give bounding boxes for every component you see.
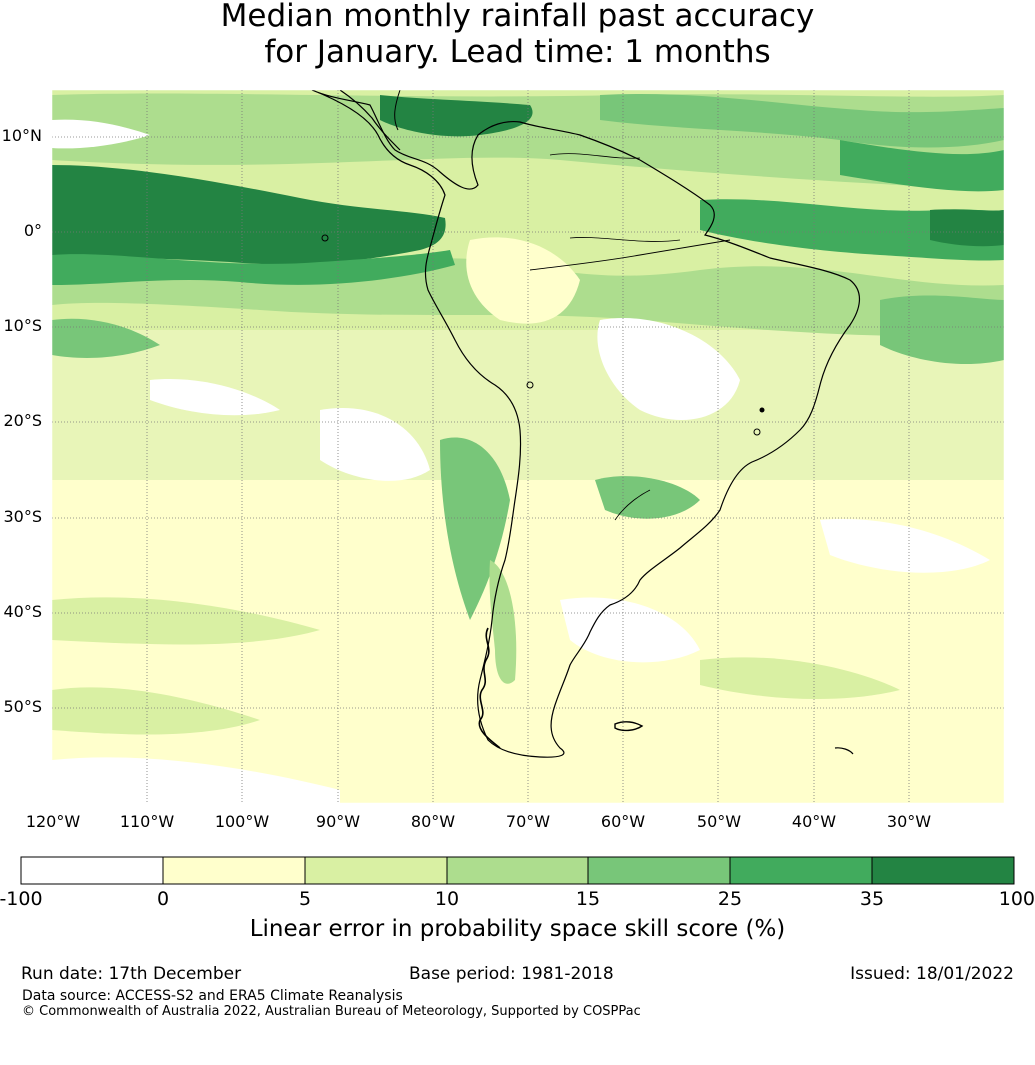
lon-label-90w: 90°W <box>315 812 361 831</box>
lat-label-0: 0° <box>23 221 42 240</box>
lon-label-80w: 80°W <box>410 812 456 831</box>
colorbar-swatch-15-25 <box>588 857 730 884</box>
colorbar-tick-25: 25 <box>717 888 743 910</box>
colorbar-tick-10: 10 <box>434 888 460 910</box>
chart-title-line1: Median monthly rainfall past accuracy <box>220 0 815 34</box>
colorbar-tick-100: 100 <box>998 888 1035 910</box>
data-source: Data source: ACCESS-S2 and ERA5 Climate … <box>22 988 403 1004</box>
colorbar-tick-5: 5 <box>298 888 312 910</box>
colorbar-tick-35: 35 <box>859 888 885 910</box>
lon-label-50w: 50°W <box>696 812 742 831</box>
lon-label-60w: 60°W <box>600 812 646 831</box>
colorbar-swatch-35-100 <box>872 857 1014 884</box>
copyright: © Commonwealth of Australia 2022, Austra… <box>22 1004 641 1019</box>
colorbar-label: Linear error in probability space skill … <box>249 916 786 942</box>
colorbar-tick-0: 0 <box>156 888 170 910</box>
lat-label-40s: 40°S <box>3 602 42 621</box>
pacific-high-skill <box>52 165 446 265</box>
lon-label-30w: 30°W <box>886 812 932 831</box>
lon-label-110w: 110°W <box>119 812 175 831</box>
lat-label-10n: 10°N <box>1 126 42 145</box>
lat-label-10s: 10°S <box>3 316 42 335</box>
colorbar-swatch-10-15 <box>447 857 588 884</box>
colorbar-tick-minus100: -100 <box>0 888 43 910</box>
colorbar-swatch-0-5 <box>163 857 305 884</box>
lat-label-30s: 30°S <box>3 507 42 526</box>
colorbar <box>20 856 1015 885</box>
chart-title-line2: for January. Lead time: 1 months <box>264 34 771 70</box>
colorbar-swatch-25-35 <box>730 857 872 884</box>
base-period: Base period: 1981-2018 <box>409 964 614 984</box>
coastline <box>311 90 860 758</box>
colorbar-swatch-white <box>21 857 163 884</box>
lon-label-70w: 70°W <box>505 812 551 831</box>
colorbar-swatch-5-10 <box>305 857 447 884</box>
gridlines <box>52 90 1004 803</box>
lon-label-120w: 120°W <box>25 812 81 831</box>
lon-label-40w: 40°W <box>791 812 837 831</box>
lat-label-50s: 50°S <box>3 697 42 716</box>
colorbar-tick-15: 15 <box>575 888 601 910</box>
run-date: Run date: 17th December <box>21 964 242 984</box>
issued-date: Issued: 18/01/2022 <box>850 964 1014 984</box>
lon-label-100w: 100°W <box>214 812 270 831</box>
lat-label-20s: 20°S <box>3 411 42 430</box>
